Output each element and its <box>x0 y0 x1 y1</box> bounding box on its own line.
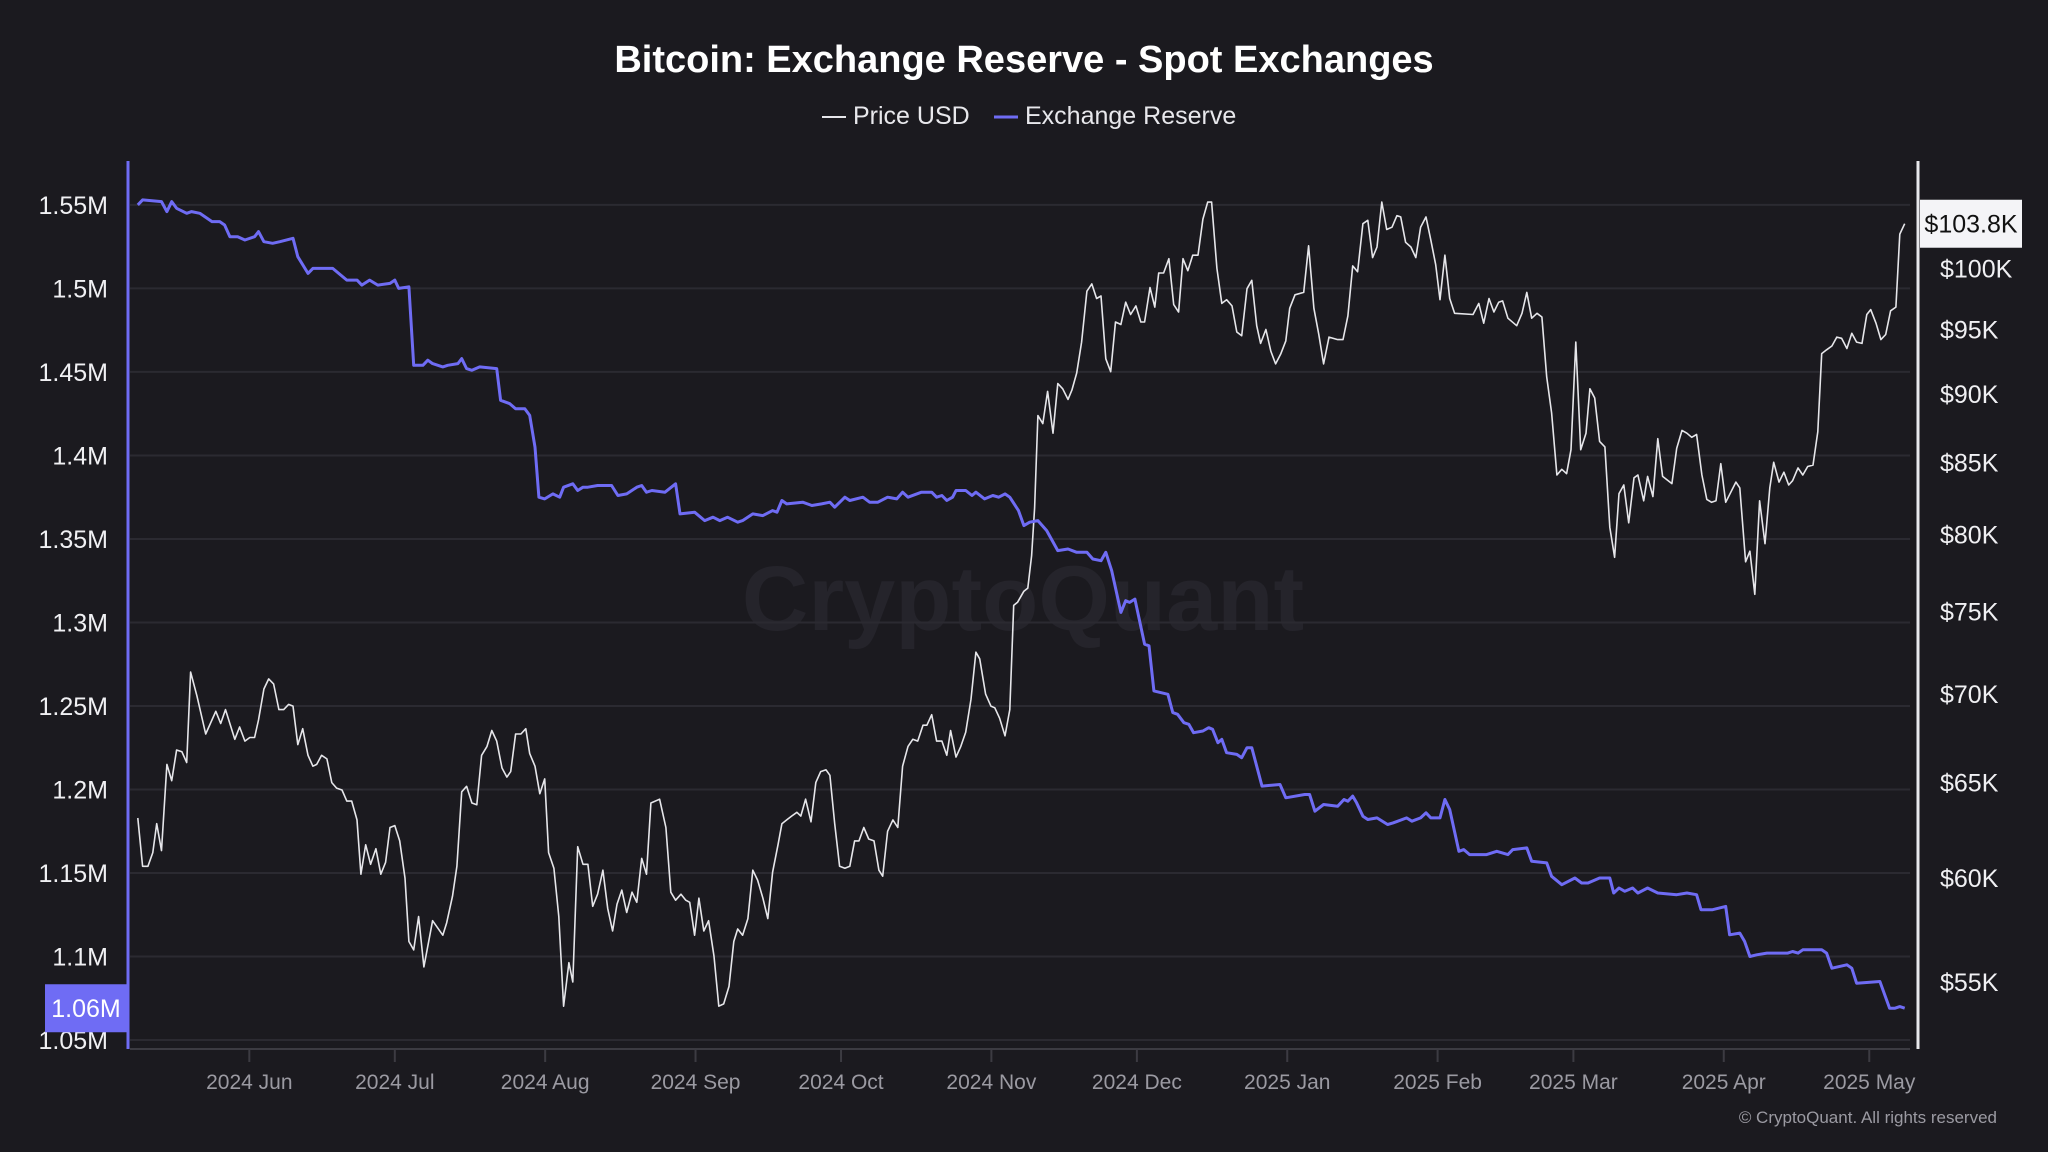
x-tick-label: 2025 Jan <box>1244 1071 1330 1094</box>
y-right-tick-label: $55K <box>1940 969 1999 997</box>
price-usd-line <box>137 201 1906 1008</box>
y-left-tick-label: 1.2M <box>52 776 108 804</box>
x-tick-label: 2024 Aug <box>501 1071 590 1094</box>
y-right-tick-label: $90K <box>1940 381 1999 409</box>
x-tick-label: 2024 Jun <box>206 1071 292 1094</box>
y-right-tick-label: $70K <box>1940 681 1999 709</box>
y-right-tick-label: $85K <box>1940 449 1999 477</box>
y-left-tick-label: 1.4M <box>52 442 108 470</box>
x-tick-label: 2024 Oct <box>798 1071 883 1094</box>
y-left-tick-label: 1.55M <box>39 192 108 220</box>
price-current-badge <box>1920 199 2022 248</box>
y-left-tick-label: 1.35M <box>39 526 108 554</box>
reserve-current-badge <box>45 984 128 1033</box>
reserve-current-label: 1.06M <box>51 995 120 1023</box>
x-tick-label: 2024 Nov <box>946 1071 1036 1094</box>
x-tick-label: 2025 Feb <box>1393 1071 1482 1094</box>
y-right-tick-label: $60K <box>1940 865 1999 893</box>
exchange-reserve-line <box>136 198 1906 1010</box>
axes: 1.05M1.1M1.15M1.2M1.25M1.3M1.35M1.4M1.45… <box>39 161 2022 1094</box>
watermark: CryptoQuant <box>742 548 1304 650</box>
y-right-tick-label: $95K <box>1940 317 1999 345</box>
price-current-label: $103.8K <box>1924 211 2017 239</box>
x-tick-label: 2024 Dec <box>1092 1071 1182 1094</box>
series-layer <box>136 198 1906 1010</box>
x-tick-label: 2024 Sep <box>651 1071 741 1094</box>
y-left-tick-label: 1.15M <box>39 860 108 888</box>
legend-label-reserve[interactable]: Exchange Reserve <box>1025 102 1236 130</box>
gridlines <box>130 203 1910 1041</box>
x-tick-label: 2025 May <box>1823 1071 1916 1094</box>
y-right-tick-label: $100K <box>1940 255 2013 283</box>
legend[interactable]: Price USD Exchange Reserve <box>822 102 1236 130</box>
chart-title: Bitcoin: Exchange Reserve - Spot Exchang… <box>614 39 1433 81</box>
legend-label-price[interactable]: Price USD <box>853 102 970 130</box>
x-tick-label: 2024 Jul <box>355 1071 434 1094</box>
copyright: © CryptoQuant. All rights reserved <box>1739 1108 1997 1127</box>
x-tick-label: 2025 Apr <box>1682 1071 1766 1094</box>
y-left-tick-label: 1.45M <box>39 359 108 387</box>
y-left-tick-label: 1.3M <box>52 609 108 637</box>
x-tick-label: 2025 Mar <box>1529 1071 1618 1094</box>
y-right-tick-label: $80K <box>1940 522 1999 550</box>
y-left-tick-label: 1.25M <box>39 693 108 721</box>
y-right-tick-label: $65K <box>1940 770 1999 798</box>
y-right-tick-label: $75K <box>1940 599 1999 627</box>
y-left-tick-label: 1.5M <box>52 275 108 303</box>
y-left-tick-label: 1.1M <box>52 943 108 971</box>
